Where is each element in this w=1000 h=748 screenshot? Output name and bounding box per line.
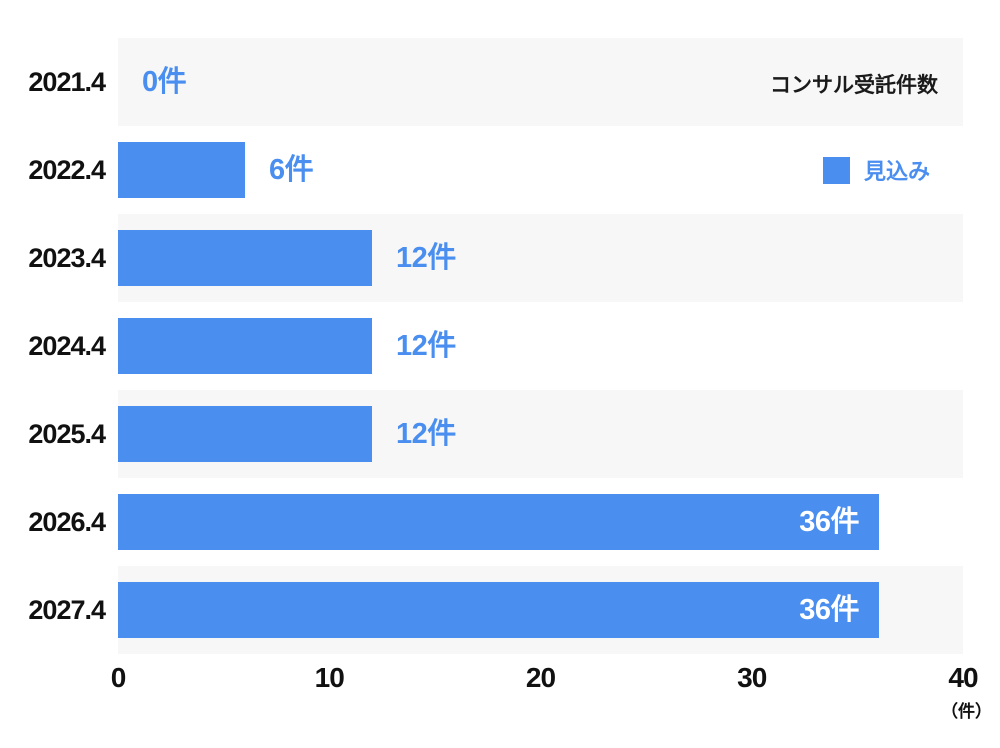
x-tick-label: 10 — [314, 662, 345, 693]
bar-value-label: 12件 — [396, 242, 456, 274]
bar — [118, 230, 372, 286]
legend: 見込み — [823, 150, 930, 190]
y-axis-label: 2027.4 — [28, 595, 106, 625]
bar — [118, 142, 245, 198]
bar-value-label: 6件 — [269, 154, 314, 186]
legend-swatch-icon — [823, 156, 850, 184]
y-axis-label: 2026.4 — [28, 507, 106, 537]
y-axis-label: 2023.4 — [28, 243, 106, 273]
bar — [118, 494, 879, 550]
x-tick-label: 0 — [110, 662, 127, 693]
y-axis-label: 2025.4 — [28, 419, 106, 449]
y-axis-label: 2022.4 — [28, 155, 106, 185]
bar-value-label: 36件 — [799, 594, 859, 626]
y-axis-label: 2021.4 — [28, 67, 106, 97]
row-band — [118, 126, 963, 214]
x-axis-unit: （件） — [941, 702, 992, 721]
bar — [118, 318, 372, 374]
bar-value-label: 0件 — [142, 66, 187, 98]
x-tick-label: 30 — [737, 662, 767, 693]
bar-value-label: 12件 — [396, 330, 456, 362]
bar-value-label: 12件 — [396, 418, 456, 450]
bar — [118, 406, 372, 462]
y-axis-label: 2024.4 — [28, 331, 106, 361]
chart-title: コンサル受託件数 — [770, 74, 938, 97]
row-band — [118, 38, 963, 126]
bar — [118, 582, 879, 638]
x-tick-label: 20 — [525, 662, 556, 693]
bar-value-label: 36件 — [799, 506, 859, 538]
x-tick-label: 40 — [948, 662, 978, 693]
legend-label: 見込み — [864, 159, 931, 184]
